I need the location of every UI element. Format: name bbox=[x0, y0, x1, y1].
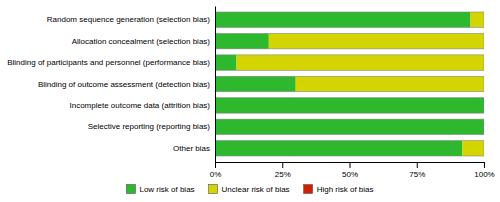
tick: Blinding of participants and personnel (… bbox=[7, 58, 210, 67]
tick: Incomplete outcome data (attrition bias) bbox=[69, 101, 210, 110]
tick-label: 75% bbox=[409, 170, 425, 179]
bar-frame bbox=[215, 33, 484, 48]
tick-label: 25% bbox=[275, 170, 291, 179]
bar bbox=[215, 55, 237, 70]
tick: 50% bbox=[342, 162, 358, 179]
legend-item: Low risk of bias bbox=[126, 185, 194, 194]
bar bbox=[215, 12, 471, 27]
bar bbox=[462, 141, 484, 156]
bar-frame bbox=[215, 98, 484, 113]
legend-item: Unclear risk of bias bbox=[209, 185, 290, 194]
bar-frame bbox=[215, 119, 484, 134]
tick: 100% bbox=[474, 162, 494, 179]
bar bbox=[237, 55, 484, 70]
bar-frame bbox=[215, 76, 484, 91]
tick-label: Blinding of outcome assessment (detectio… bbox=[38, 80, 210, 89]
bar-frame bbox=[215, 141, 484, 156]
bar bbox=[215, 119, 484, 134]
legend-label: High risk of bias bbox=[317, 185, 374, 194]
bar bbox=[215, 76, 296, 91]
series bbox=[215, 12, 484, 156]
tick-mark bbox=[215, 162, 216, 168]
axis-line bbox=[215, 7, 216, 163]
tick: 25% bbox=[275, 162, 291, 179]
tick: Random sequence generation (selection bi… bbox=[47, 15, 211, 24]
tick-label: Selective reporting (reporting bias) bbox=[88, 122, 211, 131]
bar bbox=[215, 98, 484, 113]
tick: Allocation concealment (selection bias) bbox=[72, 37, 211, 46]
tick: 0% bbox=[210, 162, 222, 179]
legend-swatch bbox=[126, 185, 135, 194]
y-axis: Random sequence generation (selection bi… bbox=[7, 7, 215, 163]
legend-label: Low risk of bias bbox=[139, 185, 194, 194]
tick: Selective reporting (reporting bias) bbox=[88, 122, 211, 131]
legend-swatch bbox=[304, 185, 313, 194]
bar bbox=[269, 33, 484, 48]
tick: Other bias bbox=[173, 144, 210, 153]
tick-label: 0% bbox=[210, 170, 222, 179]
tick-label: Blinding of participants and personnel (… bbox=[7, 58, 210, 67]
bar bbox=[215, 141, 462, 156]
tick: 75% bbox=[409, 162, 425, 179]
bar bbox=[296, 76, 484, 91]
bar-frame bbox=[215, 55, 484, 70]
tick-label: 100% bbox=[474, 170, 494, 179]
tick-mark bbox=[282, 162, 283, 168]
x-axis: 0% 25% 50% 75% 100% bbox=[210, 162, 495, 179]
tick-mark bbox=[350, 162, 351, 168]
bars bbox=[215, 12, 484, 156]
tick-mark bbox=[484, 162, 485, 168]
bar-frame bbox=[215, 12, 484, 27]
tick-label: Incomplete outcome data (attrition bias) bbox=[69, 101, 210, 110]
bar bbox=[215, 33, 269, 48]
plot: 0% 25% 50% 75% 100% Random sequence generatio… bbox=[7, 7, 495, 179]
bar-frames bbox=[215, 12, 484, 156]
tick-label: Other bias bbox=[173, 144, 210, 153]
tick-label: Allocation concealment (selection bias) bbox=[72, 37, 211, 46]
legend-swatch bbox=[209, 185, 218, 194]
chart: 0% 25% 50% 75% 100% Random sequence generatio… bbox=[0, 0, 500, 202]
tick-label: 50% bbox=[342, 170, 358, 179]
legend-label: Unclear risk of bias bbox=[222, 185, 290, 194]
legend-item: High risk of bias bbox=[304, 185, 374, 194]
bar bbox=[471, 12, 484, 27]
axis-line bbox=[216, 163, 485, 169]
tick: Blinding of outcome assessment (detectio… bbox=[38, 80, 210, 89]
tick-label: Random sequence generation (selection bi… bbox=[47, 15, 211, 24]
legend: Low risk of bias Unclear risk of bias High… bbox=[126, 185, 373, 194]
tick-mark bbox=[417, 162, 418, 168]
